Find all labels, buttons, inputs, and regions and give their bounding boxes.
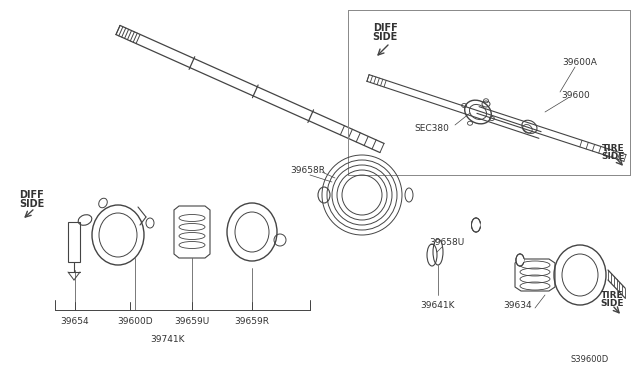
Text: SIDE: SIDE — [601, 151, 625, 160]
Text: 39658R: 39658R — [291, 166, 326, 174]
Polygon shape — [515, 259, 555, 291]
Text: 39641K: 39641K — [420, 301, 455, 310]
Text: S39600D: S39600D — [571, 356, 609, 365]
Text: SIDE: SIDE — [19, 199, 45, 209]
Text: TIRE: TIRE — [601, 291, 623, 299]
Text: 39634: 39634 — [504, 301, 532, 310]
Polygon shape — [174, 206, 210, 258]
Text: 39600D: 39600D — [117, 317, 153, 327]
Text: DIFF: DIFF — [20, 190, 44, 200]
Text: SIDE: SIDE — [600, 298, 624, 308]
Text: SIDE: SIDE — [372, 32, 397, 42]
Text: 39659U: 39659U — [174, 317, 210, 327]
Text: DIFF: DIFF — [372, 23, 397, 33]
Ellipse shape — [516, 254, 524, 266]
Text: 39659R: 39659R — [234, 317, 269, 327]
Polygon shape — [68, 222, 80, 262]
Text: TIRE: TIRE — [602, 144, 624, 153]
Text: 39600A: 39600A — [563, 58, 597, 67]
Ellipse shape — [472, 218, 481, 232]
Text: 39658U: 39658U — [429, 237, 465, 247]
Text: 39741K: 39741K — [151, 336, 185, 344]
Text: 39654: 39654 — [61, 317, 90, 327]
Text: 39600: 39600 — [562, 90, 590, 99]
Text: SEC380: SEC380 — [415, 124, 449, 132]
